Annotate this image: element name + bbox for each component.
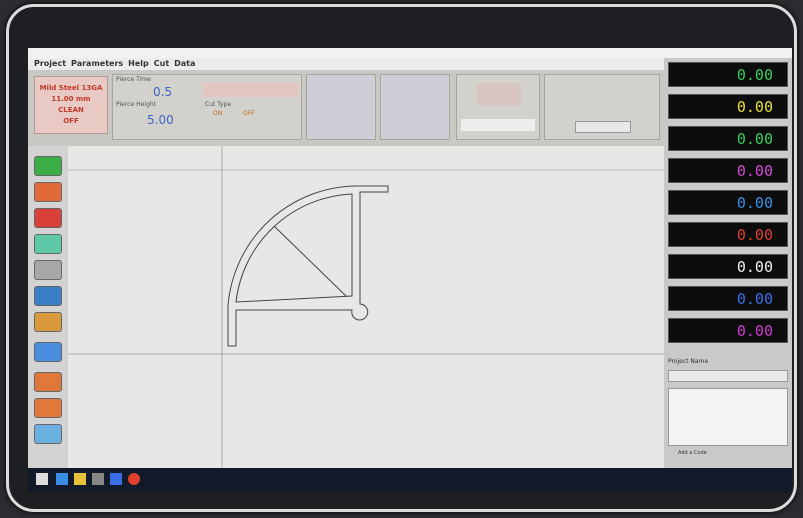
option[interactable]: ON [213,110,223,117]
start-button[interactable] [34,156,62,176]
label: Cut Type [205,101,232,108]
axis-readout: 0.00 [668,222,788,247]
parameter-panel: Mild Steel 13GA 11.00 mm CLEAN OFF Pierce T… [28,70,664,146]
app-icon[interactable] [92,473,104,485]
field [203,83,299,97]
menu-item[interactable]: Project [34,59,67,68]
label: Project Name [668,358,709,365]
label: Pierce Height [116,101,156,108]
value: 5.00 [147,113,174,127]
field [461,119,535,131]
readout-panel: Project Name Add a Code 0.00 0.00 0.00 0.00… [664,58,792,468]
menu-bar: Project Parameters Help Cut Data [28,58,792,70]
tool-button[interactable] [34,424,62,444]
material-line: CLEAN [58,106,84,114]
axis-readout: 0.00 [668,94,788,119]
material-line: OFF [63,117,79,125]
status-table [306,74,376,140]
project-field[interactable] [668,370,788,382]
menu-item[interactable]: Data [174,59,196,68]
pierce-section: Pierce Time 0.5 Pierce Height 5.00 Cut T… [112,74,302,140]
option[interactable]: OFF [243,110,255,117]
tool-button[interactable] [34,342,62,362]
toolbar [28,146,68,468]
display [477,83,521,105]
status-section [544,74,660,140]
menu-item[interactable]: Help [128,59,149,68]
tool-button[interactable] [34,286,62,306]
menu-item[interactable]: Parameters [71,59,124,68]
material-line: 11.00 mm [51,95,91,103]
axis-readout: 0.00 [668,286,788,311]
menu-item[interactable]: Cut [153,59,170,68]
code-list [668,388,788,446]
taskbar [28,468,792,492]
axis-readout: 0.00 [668,158,788,183]
tool-button[interactable] [34,312,62,332]
app-icon[interactable] [56,473,68,485]
axis-readout: 0.00 [668,190,788,215]
stop-button[interactable] [34,208,62,228]
status-table [380,74,450,140]
cut-canvas [68,146,664,468]
axis-readout: 0.00 [668,254,788,279]
app-icon[interactable] [110,473,122,485]
material-box: Mild Steel 13GA 11.00 mm CLEAN OFF [34,76,108,134]
tool-button[interactable] [34,182,62,202]
axis-readout: 0.00 [668,62,788,87]
tool-button[interactable] [34,234,62,254]
screen: Project Parameters Help Cut Data Mild Steel … [28,48,792,492]
axis-readout: 0.00 [668,126,788,151]
tool-button[interactable] [34,260,62,280]
tool-button[interactable] [34,372,62,392]
add-code-button[interactable]: Add a Code [678,450,707,456]
material-line: Mild Steel 13GA [39,84,103,92]
button[interactable] [575,121,631,133]
voltage-section [456,74,540,140]
label: Pierce Time [116,76,151,83]
part-outline [227,185,389,347]
title-bar [28,48,792,58]
app-icon[interactable] [74,473,86,485]
start-icon[interactable] [36,473,48,485]
axis-readout: 0.00 [668,318,788,343]
value: 0.5 [153,85,173,99]
tool-button[interactable] [34,398,62,418]
app-icon[interactable] [128,473,140,485]
